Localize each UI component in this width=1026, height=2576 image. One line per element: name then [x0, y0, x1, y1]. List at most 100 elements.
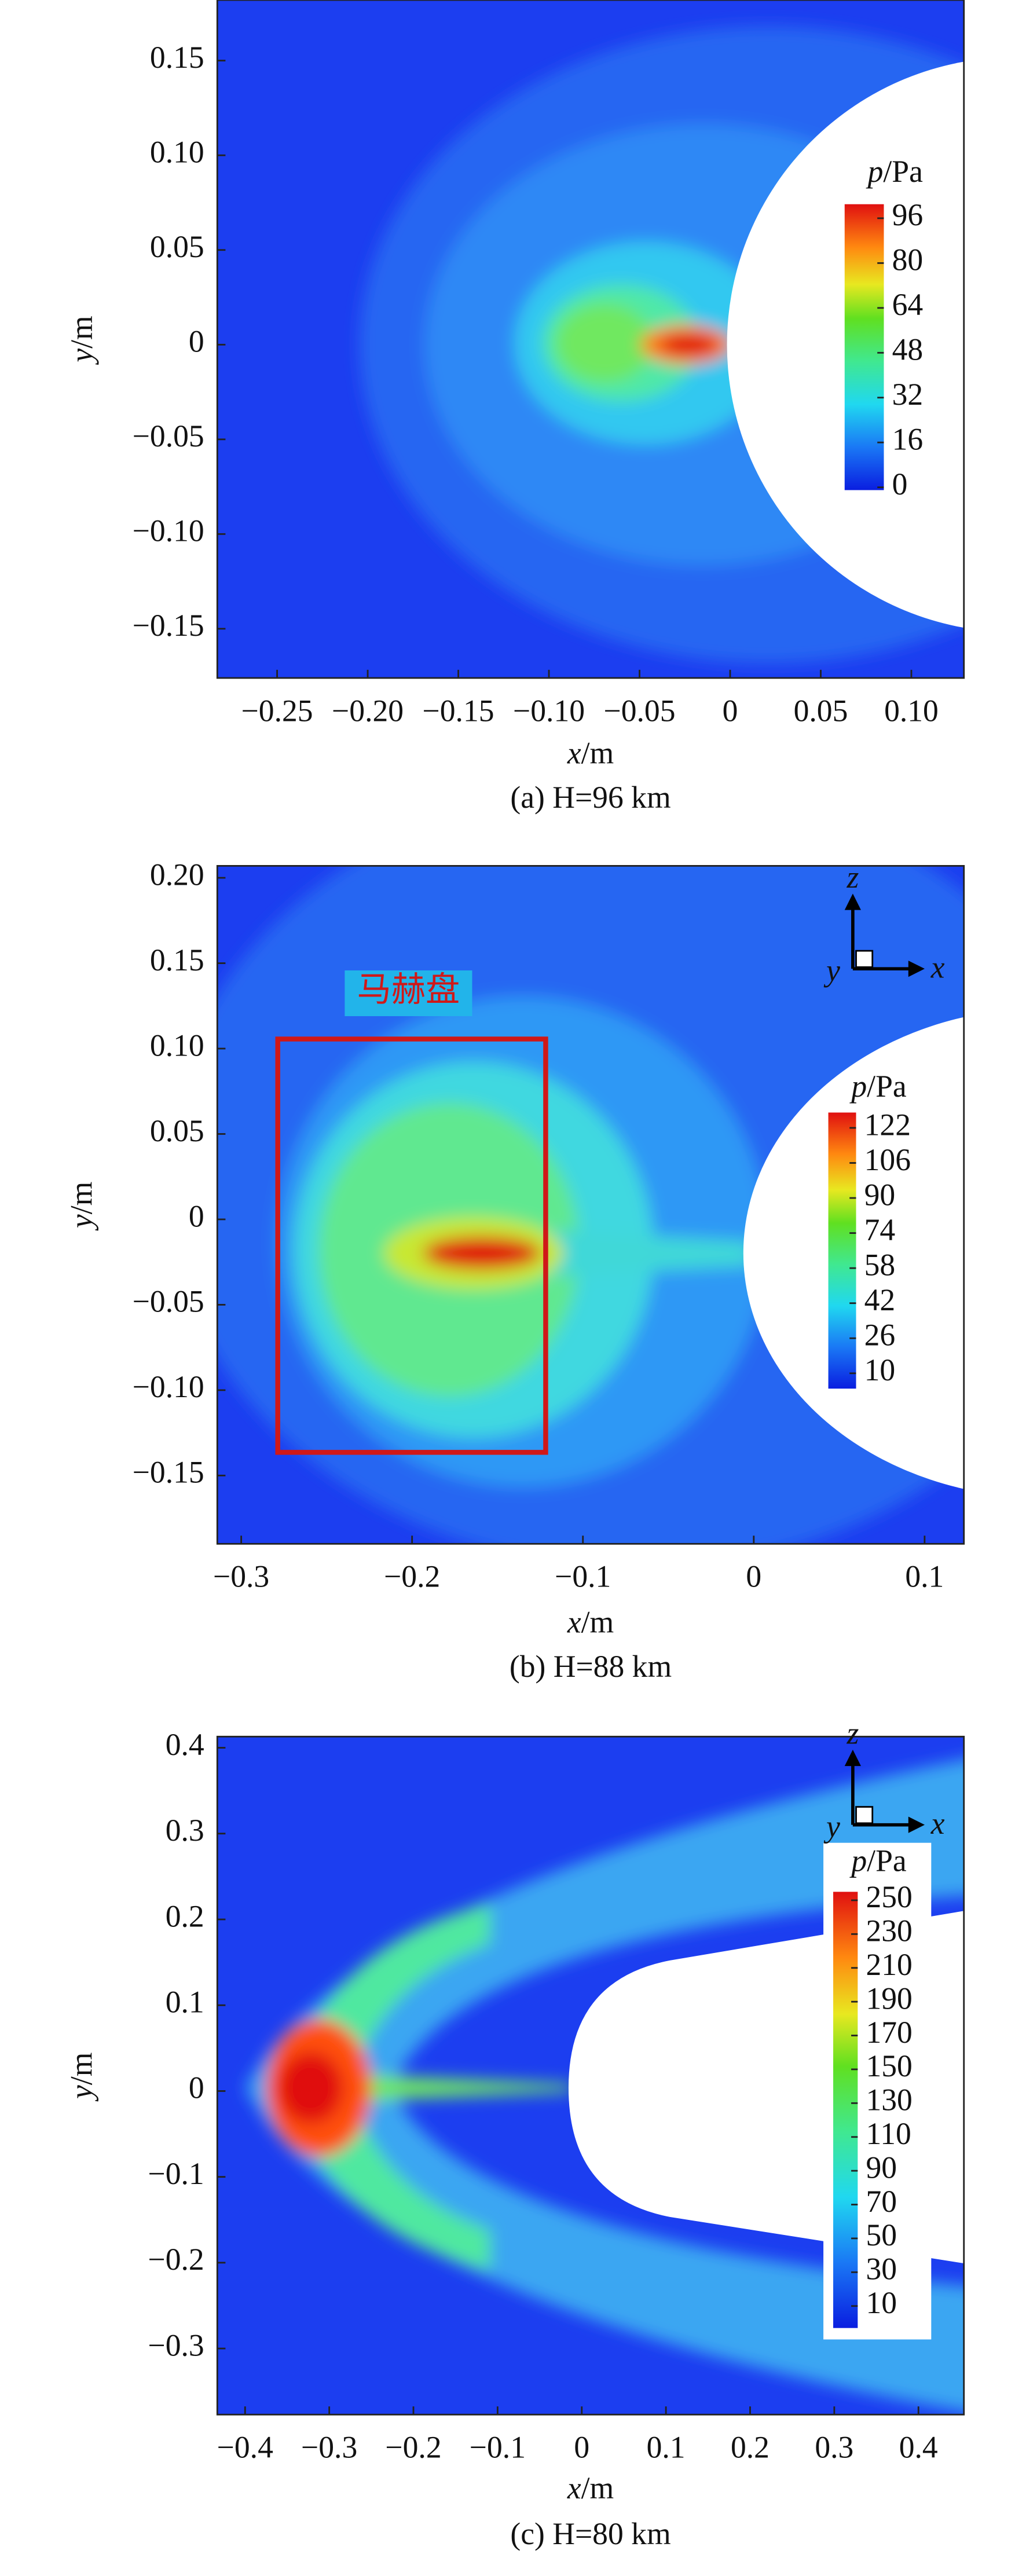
y-tick-label: 0.1: [166, 1985, 204, 2020]
y-tick-label: 0.15: [150, 40, 204, 75]
colorbar-label: 74: [864, 1212, 896, 1247]
colorbar-label: 42: [864, 1282, 896, 1317]
y-axis-label: y/m: [64, 316, 99, 365]
colorbar-label: 10: [866, 2285, 897, 2320]
y-tick-label: 0.4: [166, 1727, 204, 1762]
y-tick-label: 0.3: [166, 1813, 204, 1848]
caption: (c) H=80 km: [510, 2516, 670, 2551]
y-tick-label: 0.2: [166, 1899, 204, 1933]
frame: [216, 0, 965, 679]
colorbar-label: 122: [864, 1107, 911, 1142]
x-axis-label: x/m: [567, 2471, 614, 2505]
x-tick-label: −0.25: [241, 693, 313, 728]
axis-icon: [844, 1749, 861, 1767]
colorbar-label: 150: [866, 2049, 912, 2083]
y-tick-label: 0.05: [150, 229, 204, 264]
colorbar-label: 90: [866, 2150, 897, 2185]
y-tick-label: 0.05: [150, 1113, 204, 1148]
axis-icon-label: x: [930, 1806, 945, 1841]
caption: (a) H=96 km: [510, 780, 670, 815]
y-tick-label: 0.10: [150, 135, 204, 170]
x-tick-label: −0.4: [217, 2430, 273, 2465]
colorbar-title: p/Pa: [866, 154, 923, 189]
y-tick-label: −0.1: [148, 2156, 204, 2191]
y-tick-label: −0.15: [133, 608, 204, 643]
x-tick-label: 0.1: [905, 1559, 944, 1594]
colorbar-label: 58: [864, 1247, 896, 1282]
colorbar-label: 32: [892, 377, 924, 412]
x-tick-label: 0: [723, 693, 738, 728]
colorbar: [833, 1892, 858, 2328]
y-tick-label: −0.3: [148, 2328, 204, 2362]
x-tick-label: −0.15: [423, 693, 494, 728]
y-tick-label: −0.10: [133, 514, 204, 548]
x-tick-label: 0.10: [884, 693, 939, 728]
x-tick-label: −0.20: [332, 693, 404, 728]
x-tick-label: 0.4: [899, 2430, 938, 2465]
y-tick-label: −0.10: [133, 1369, 204, 1404]
x-tick-label: −0.10: [513, 693, 585, 728]
x-tick-label: 0.3: [815, 2430, 853, 2465]
y-tick-label: 0: [189, 2071, 204, 2105]
colorbar-label: 26: [864, 1318, 896, 1353]
y-tick-label: −0.15: [133, 1455, 204, 1490]
x-tick-label: 0.1: [647, 2430, 686, 2465]
colorbar-label: 170: [866, 2015, 912, 2050]
axis-icon: [855, 1806, 874, 1824]
frame: [216, 1735, 965, 2416]
colorbar-label: 250: [866, 1879, 912, 1914]
y-tick-label: −0.2: [148, 2242, 204, 2277]
field-a: [217, 0, 964, 678]
colorbar: [828, 1112, 856, 1389]
x-tick-label: −0.2: [384, 1559, 440, 1594]
y-axis-label: y/m: [64, 1182, 99, 1231]
x-tick-label: 0.2: [731, 2430, 770, 2465]
colorbar-label: 16: [892, 422, 924, 456]
colorbar-label: 30: [866, 2252, 897, 2286]
colorbar-label: 10: [864, 1353, 896, 1387]
x-tick-label: −0.1: [470, 2430, 526, 2465]
colorbar-label: 210: [866, 1947, 912, 1982]
annotation: 马赫盘: [357, 970, 460, 1009]
colorbar-label: 48: [892, 332, 924, 367]
y-tick-label: −0.05: [133, 1284, 204, 1319]
colorbar-label: 190: [866, 1981, 912, 2016]
y-tick-label: 0: [189, 1199, 204, 1233]
field-b: [217, 866, 964, 1544]
annotation-bg: [345, 970, 472, 1016]
x-tick-label: 0.05: [794, 693, 848, 728]
colorbar-title: p/Pa: [849, 1844, 906, 1878]
x-axis-label: x/m: [567, 736, 614, 771]
colorbar-label: 130: [866, 2083, 912, 2117]
colorbar-label: 64: [892, 287, 924, 322]
axis-icon-label: z: [846, 1716, 859, 1751]
colorbar-label: 230: [866, 1914, 912, 1948]
y-tick-label: 0.20: [150, 857, 204, 892]
axis-icon-label: y: [823, 953, 840, 988]
y-axis-label: y/m: [64, 2053, 99, 2102]
colorbar-title: p/Pa: [849, 1069, 906, 1104]
y-tick-label: 0: [189, 324, 204, 359]
colorbar-label: 80: [892, 243, 924, 277]
x-tick-label: −0.1: [555, 1559, 611, 1594]
colorbar: [844, 204, 884, 490]
x-tick-label: −0.3: [213, 1559, 269, 1594]
axis-icon: [908, 1816, 925, 1833]
colorbar-label: 96: [892, 197, 924, 232]
x-tick-label: −0.2: [385, 2430, 441, 2465]
colorbar-label: 110: [866, 2116, 911, 2151]
y-tick-label: 0.15: [150, 943, 204, 977]
x-axis-label: x/m: [567, 1605, 614, 1640]
colorbar-label: 0: [892, 467, 908, 501]
x-tick-label: −0.05: [604, 693, 676, 728]
x-tick-label: −0.3: [301, 2430, 357, 2465]
x-tick-label: 0: [746, 1559, 761, 1594]
y-tick-label: 0.10: [150, 1028, 204, 1062]
x-tick-label: 0: [574, 2430, 589, 2465]
axis-icon-label: z: [846, 860, 859, 895]
colorbar-label: 50: [866, 2218, 897, 2252]
highlight-box: [275, 1036, 548, 1455]
axis-icon: [844, 893, 861, 910]
